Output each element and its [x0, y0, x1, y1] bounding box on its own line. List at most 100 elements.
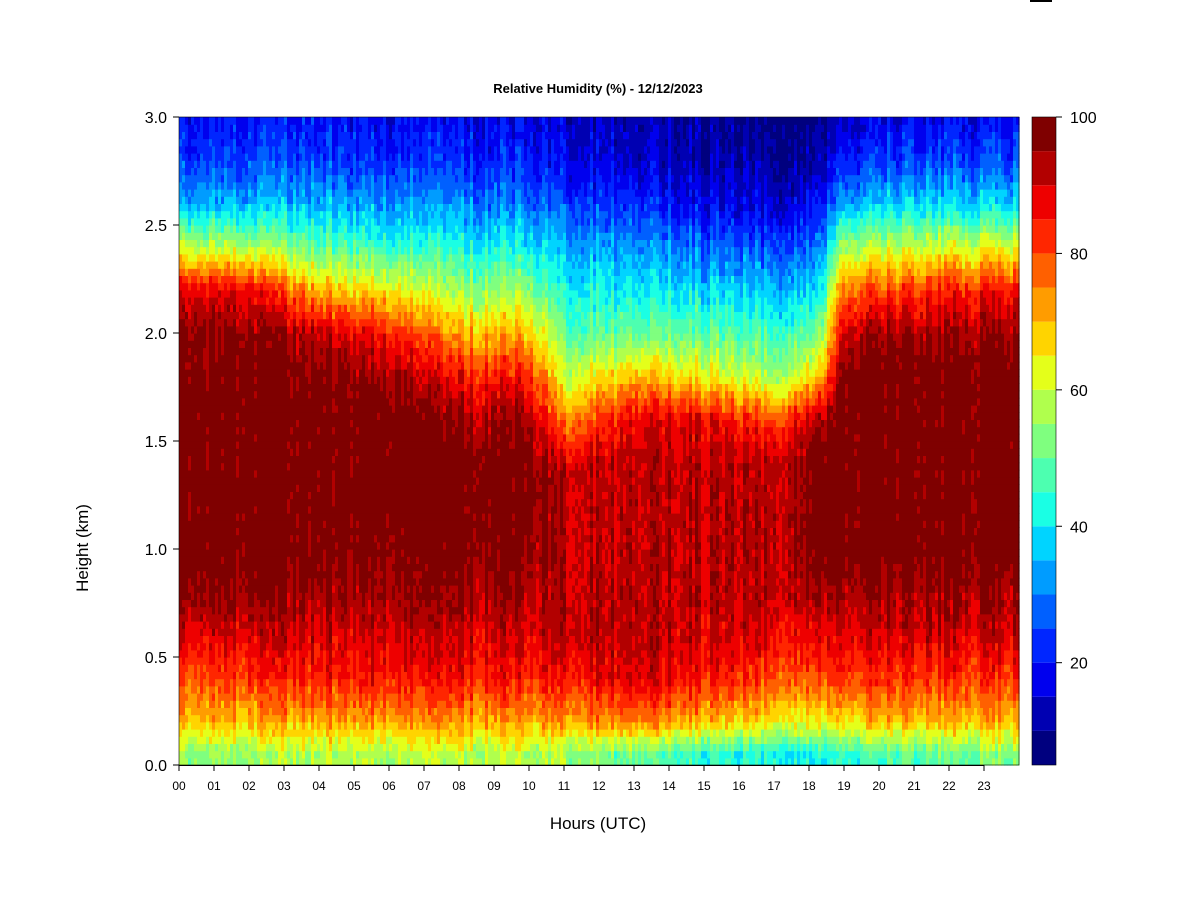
heatmap-cell — [209, 376, 213, 384]
heatmap-cell — [236, 153, 240, 161]
heatmap-cell — [257, 729, 261, 737]
heatmap-cell — [179, 714, 183, 723]
heatmap-cell — [197, 153, 201, 161]
heatmap-cell — [194, 210, 198, 219]
heatmap-cell — [248, 678, 252, 687]
heatmap-cell — [248, 649, 252, 658]
heatmap-cell — [182, 347, 186, 356]
heatmap-cell — [182, 549, 186, 557]
heatmap-cell — [218, 347, 222, 356]
heatmap-cell — [257, 354, 261, 363]
heatmap-cell — [188, 498, 192, 507]
heatmap-cell — [185, 124, 189, 132]
heatmap-cell — [215, 397, 219, 406]
heatmap-cell — [218, 253, 222, 262]
heatmap-cell — [200, 174, 204, 183]
heatmap-cell — [230, 664, 234, 672]
heatmap-cell — [188, 462, 192, 471]
heatmap-cell — [188, 714, 192, 723]
heatmap-cell — [236, 736, 240, 744]
heatmap-cell — [239, 225, 243, 233]
heatmap-cell — [242, 477, 246, 485]
heatmap-cell — [215, 549, 219, 557]
heatmap-cell — [251, 520, 255, 528]
heatmap-cell — [215, 369, 219, 377]
heatmap-cell — [242, 232, 246, 240]
heatmap-cell — [233, 239, 237, 248]
heatmap-cell — [233, 347, 237, 356]
heatmap-cell — [197, 203, 201, 212]
heatmap-cell — [236, 441, 240, 449]
heatmap-cell — [230, 181, 234, 190]
heatmap-cell — [227, 376, 231, 384]
heatmap-cell — [194, 556, 198, 564]
heatmap-cell — [248, 491, 252, 500]
heatmap-cell — [248, 318, 252, 327]
heatmap-cell — [191, 729, 195, 737]
heatmap-cell — [218, 700, 222, 708]
heatmap-cell — [236, 534, 240, 543]
heatmap-cell — [194, 621, 198, 629]
heatmap-cell — [191, 340, 195, 348]
heatmap-cell — [257, 606, 261, 615]
heatmap-cell — [215, 268, 219, 276]
heatmap-cell — [224, 585, 228, 593]
heatmap-cell — [218, 549, 222, 557]
heatmap-cell — [197, 433, 201, 442]
heatmap-cell — [206, 491, 210, 500]
heatmap-cell — [203, 239, 207, 248]
heatmap-cell — [185, 736, 189, 744]
heatmap-cell — [206, 253, 210, 262]
heatmap-cell — [179, 592, 183, 600]
heatmap-cell — [185, 757, 189, 766]
heatmap-cell — [212, 167, 216, 176]
heatmap-cell — [215, 757, 219, 766]
heatmap-cell — [245, 261, 249, 269]
heatmap-cell — [191, 145, 195, 154]
heatmap-cell — [194, 750, 198, 759]
heatmap-cell — [245, 505, 249, 514]
heatmap-cell — [206, 664, 210, 672]
heatmap-cell — [221, 642, 225, 651]
heatmap-cell — [236, 563, 240, 572]
heatmap-cell — [179, 642, 183, 651]
heatmap-cell — [239, 714, 243, 723]
heatmap-cell — [212, 570, 216, 579]
heatmap-cell — [185, 750, 189, 759]
heatmap-cell — [254, 721, 258, 730]
heatmap-cell — [242, 261, 246, 269]
heatmap-cell — [254, 671, 258, 680]
heatmap-cell — [191, 160, 195, 168]
heatmap-cell — [251, 549, 255, 557]
heatmap-cell — [245, 325, 249, 334]
heatmap-cell — [209, 167, 213, 176]
heatmap-cell — [185, 397, 189, 406]
heatmap-cell — [227, 325, 231, 334]
heatmap-cell — [239, 426, 243, 435]
heatmap-cell — [242, 174, 246, 183]
heatmap-cell — [191, 261, 195, 269]
heatmap-cell — [215, 477, 219, 485]
heatmap-cell — [194, 369, 198, 377]
heatmap-cell — [236, 347, 240, 356]
heatmap-cell — [206, 433, 210, 442]
heatmap-cell — [221, 131, 225, 140]
heatmap-cell — [218, 592, 222, 600]
heatmap-cell — [209, 448, 213, 456]
heatmap-cell — [239, 210, 243, 219]
heatmap-cell — [251, 505, 255, 514]
heatmap-cell — [212, 261, 216, 269]
heatmap-cell — [227, 246, 231, 255]
heatmap-cell — [179, 225, 183, 233]
heatmap-cell — [215, 513, 219, 521]
heatmap-cell — [236, 318, 240, 327]
heatmap-cell — [185, 189, 189, 197]
heatmap-cell — [200, 700, 204, 708]
heatmap-cell — [197, 462, 201, 471]
heatmap-cell — [254, 261, 258, 269]
heatmap-cell — [236, 505, 240, 514]
heatmap-cell — [233, 261, 237, 269]
heatmap-cell — [251, 613, 255, 622]
heatmap-cell — [257, 649, 261, 658]
heatmap-cell — [242, 369, 246, 377]
